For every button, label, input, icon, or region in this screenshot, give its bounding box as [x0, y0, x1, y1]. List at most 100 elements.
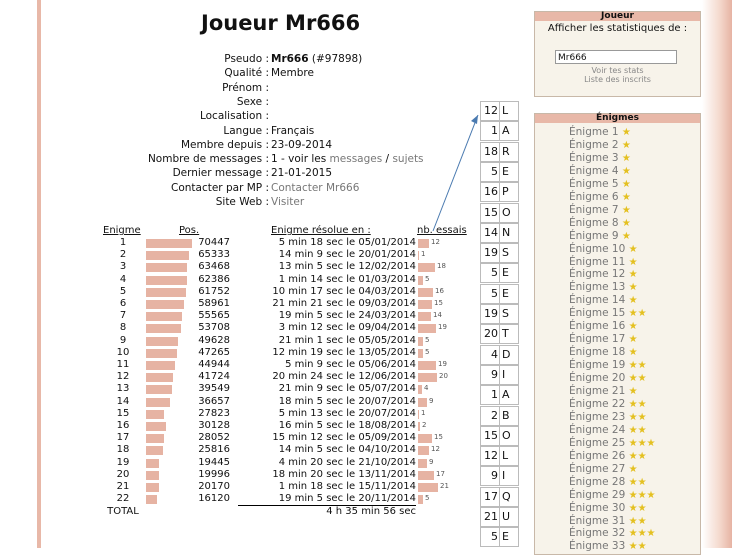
- row-position: 61752: [198, 285, 230, 297]
- enigme-link[interactable]: Énigme 5 ★: [535, 178, 700, 191]
- row-tries: 1: [421, 250, 426, 259]
- enigme-link[interactable]: Énigme 16 ★: [535, 320, 700, 333]
- enigme-link[interactable]: Énigme 7 ★: [535, 204, 700, 217]
- enigme-link[interactable]: Énigme 2 ★: [535, 139, 700, 152]
- letter-char: U: [499, 507, 519, 527]
- profile-link[interactable]: sujets: [392, 153, 424, 166]
- row-tries: 5: [425, 335, 430, 344]
- tries-bar: [418, 263, 435, 273]
- enigme-label: Énigme 13 ★: [569, 281, 638, 293]
- enigme-link[interactable]: Énigme 8 ★: [535, 217, 700, 230]
- enigme-label: Énigme 33 ★★: [569, 540, 647, 552]
- star-icon: ★★: [628, 476, 647, 488]
- letter-cell: 17 Q: [480, 486, 519, 507]
- enigme-link[interactable]: Énigme 32 ★★★: [535, 527, 700, 540]
- enigme-link[interactable]: Énigme 9 ★: [535, 230, 700, 243]
- enigme-link[interactable]: Énigme 13 ★: [535, 281, 700, 294]
- position-bar: [146, 373, 173, 383]
- enigme-label: Énigme 9 ★: [569, 230, 631, 242]
- enigme-name: Énigme 28: [569, 475, 629, 488]
- main-content: Joueur Mr666 Pseudo : Mr666 (#97898) Quali…: [41, 0, 521, 548]
- profile-value: 23-09-2014: [271, 139, 332, 151]
- table-row: 6 58961 21 min 21 sec le 09/03/2014 15: [41, 298, 521, 311]
- enigme-link[interactable]: Énigme 18 ★: [535, 346, 700, 359]
- enigme-link[interactable]: Énigme 33 ★★: [535, 540, 700, 553]
- star-icon: ★: [621, 191, 631, 203]
- enigme-link[interactable]: Énigme 1 ★: [535, 126, 700, 139]
- row-position: 53708: [198, 322, 230, 334]
- profile-value: 21-01-2015: [271, 167, 332, 179]
- position-bar: [146, 348, 177, 358]
- enigme-link[interactable]: Énigme 24 ★★: [535, 424, 700, 437]
- tries-bar: [418, 312, 431, 322]
- profile-row: Membre depuis :23-09-2014: [41, 139, 521, 153]
- enigme-link[interactable]: Énigme 14 ★: [535, 294, 700, 307]
- enigme-link[interactable]: Énigme 11 ★: [535, 256, 700, 269]
- enigme-link[interactable]: Énigme 3 ★: [535, 152, 700, 165]
- letter-cell: 19 S: [480, 304, 519, 324]
- profile-sep: /: [382, 153, 393, 166]
- enigme-link[interactable]: Énigme 20 ★★: [535, 372, 700, 385]
- row-time: 14 min 5 sec le 04/10/2014: [278, 444, 416, 456]
- profile-row: Localisation :: [41, 110, 521, 124]
- row-tries: 19: [438, 360, 447, 368]
- enigme-link[interactable]: Énigme 15 ★★: [535, 307, 700, 320]
- profile-link[interactable]: Contacter Mr666: [271, 181, 360, 194]
- enigme-link[interactable]: Énigme 29 ★★★: [535, 489, 700, 502]
- row-position: 58961: [198, 298, 230, 309]
- row-time: 4 min 20 sec le 21/10/2014: [278, 456, 416, 468]
- enigme-label: Énigme 1 ★: [569, 126, 631, 138]
- enigme-link[interactable]: Énigme 31 ★★: [535, 515, 700, 528]
- enigme-link[interactable]: Énigme 17 ★: [535, 333, 700, 346]
- letter-number: 19: [480, 243, 500, 264]
- letter-char: O: [499, 202, 519, 223]
- enigme-link[interactable]: Énigme 30 ★★: [535, 502, 700, 515]
- table-row: 17 28052 15 min 12 sec le 05/09/2014 15: [41, 432, 521, 445]
- position-bar: [146, 275, 187, 285]
- enigme-link[interactable]: Énigme 26 ★★: [535, 450, 700, 463]
- profile-label: Site Web :: [215, 196, 269, 208]
- enigme-link[interactable]: Énigme 12 ★: [535, 268, 700, 281]
- letter-cell: 19 S: [480, 243, 519, 264]
- enigme-link[interactable]: Énigme 27 ★: [535, 463, 700, 476]
- enigme-name: Énigme 4: [569, 164, 622, 177]
- row-time: 19 min 5 sec le 20/11/2014: [278, 493, 416, 505]
- enigme-name: Énigme 22: [569, 397, 629, 410]
- enigme-link[interactable]: Énigme 25 ★★★: [535, 437, 700, 450]
- letter-cell: 15 O: [480, 202, 519, 223]
- profile-link[interactable]: messages: [329, 153, 383, 166]
- row-position: 28052: [198, 432, 230, 444]
- enigme-name: Énigme 20: [569, 372, 629, 385]
- letter-number: 20: [480, 324, 500, 345]
- enigme-name: Énigme 25: [569, 436, 629, 449]
- enigme-link[interactable]: Énigme 19 ★★: [535, 359, 700, 372]
- table-row: 10 47265 12 min 19 sec le 13/05/2014 5: [41, 347, 521, 360]
- row-tries: 5: [425, 494, 430, 503]
- player-search-input[interactable]: Mr666: [555, 50, 677, 64]
- members-list-link[interactable]: Liste des inscrits: [584, 75, 651, 84]
- enigme-name: Énigme 8: [569, 216, 622, 229]
- profile-link[interactable]: Visiter: [271, 196, 305, 208]
- row-enigme-number: 9: [119, 334, 127, 346]
- row-tries: 20: [439, 372, 448, 381]
- enigme-link[interactable]: Énigme 21 ★: [535, 385, 700, 398]
- enigme-link[interactable]: Énigme 6 ★: [535, 191, 700, 204]
- enigme-link[interactable]: Énigme 23 ★★: [535, 411, 700, 424]
- enigme-link[interactable]: Énigme 10 ★: [535, 243, 700, 256]
- enigme-link[interactable]: Énigme 4 ★: [535, 165, 700, 178]
- row-enigme-number: 15: [116, 407, 130, 419]
- enigme-name: Énigme 27: [569, 462, 629, 475]
- view-stats-link[interactable]: Voir tes stats: [591, 66, 644, 75]
- enigme-label: Énigme 22 ★★: [569, 398, 647, 410]
- letter-char: N: [499, 222, 519, 243]
- row-enigme-number: 6: [119, 298, 127, 309]
- star-icon: ★★: [628, 450, 647, 462]
- enigme-link[interactable]: Énigme 22 ★★: [535, 398, 700, 411]
- profile-row: Qualité : Membre: [41, 67, 521, 81]
- enigme-link[interactable]: Énigme 28 ★★: [535, 476, 700, 489]
- row-time: 15 min 12 sec le 05/09/2014: [272, 432, 416, 444]
- profile-row: Pseudo : Mr666 (#97898): [41, 53, 521, 67]
- star-icon: ★★: [628, 424, 647, 436]
